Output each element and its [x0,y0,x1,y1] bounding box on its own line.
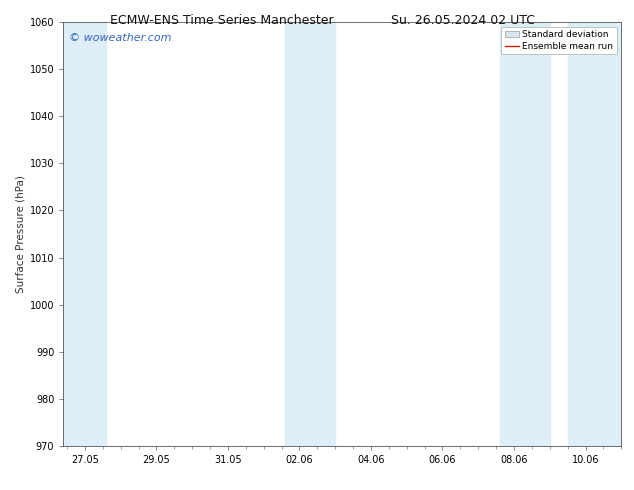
Y-axis label: Surface Pressure (hPa): Surface Pressure (hPa) [16,175,25,293]
Bar [63,22,107,446]
Legend: Standard deviation, Ensemble mean run: Standard deviation, Ensemble mean run [501,26,617,54]
Bar [500,22,550,446]
Bar [285,22,335,446]
Text: Su. 26.05.2024 02 UTC: Su. 26.05.2024 02 UTC [391,14,535,27]
Bar [567,22,621,446]
Text: ECMW-ENS Time Series Manchester: ECMW-ENS Time Series Manchester [110,14,333,27]
Text: © woweather.com: © woweather.com [69,33,171,43]
